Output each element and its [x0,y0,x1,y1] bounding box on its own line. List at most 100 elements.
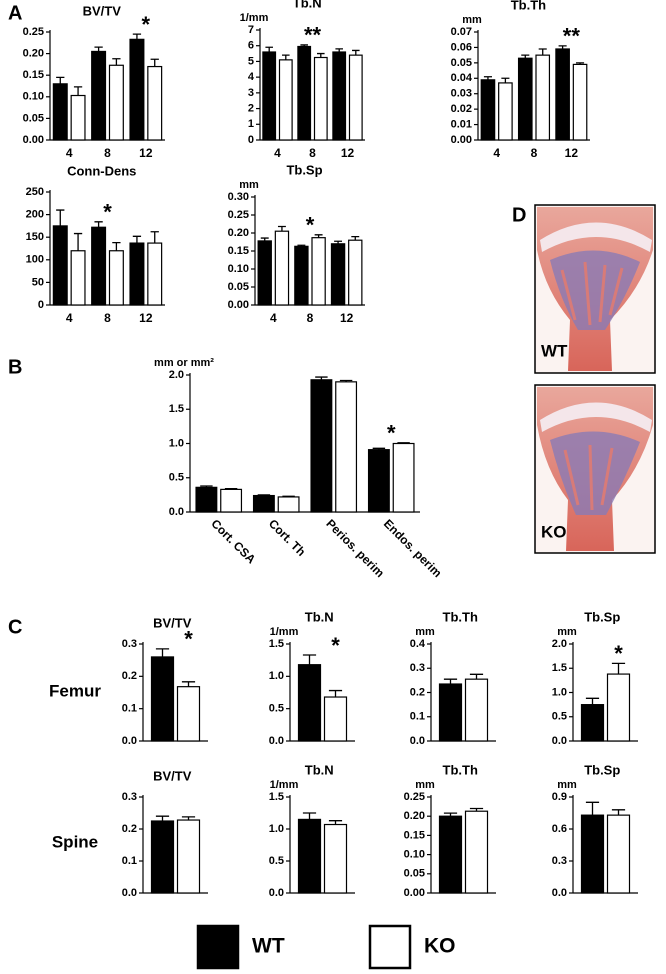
error-bar [501,77,510,83]
y-tick-label: 100 [26,254,44,266]
chart-title: BV/TV [83,3,122,18]
y-tick-label: 0.00 [404,887,425,899]
y-tick-label: 0.10 [404,849,425,861]
error-bar [200,485,213,488]
x-tick-label: 8 [307,311,314,325]
chart-title: Tb.Sp [286,162,322,177]
bar [176,819,201,894]
bar [108,250,124,306]
y-tick-label: 0.00 [228,299,249,311]
bar [335,381,358,513]
y-tick-label: 0.5 [269,703,284,715]
y-tick-label: 0 [248,134,254,146]
bar [332,51,347,141]
panel-label: D [512,204,526,226]
bar [367,449,390,513]
y-tick-label: 0.06 [451,41,472,53]
y-tick-label: 0.0 [269,735,284,747]
y-axis-label: 1/mm [270,779,299,791]
y-tick-label: 0.05 [451,57,472,69]
error-bar [56,209,65,226]
y-tick-label: 0.3 [410,662,425,674]
annotation: * [306,213,315,238]
error-bar [277,225,286,232]
y-tick-label: 0.15 [228,245,249,257]
row-label: Femur [49,681,101,700]
y-tick-label: 0.2 [122,823,137,835]
error-bar [112,241,121,251]
y-tick-label: 1.0 [269,823,284,835]
bar [311,237,326,306]
bar [392,442,415,513]
bar [580,814,605,894]
bar [129,242,145,306]
panel-label: C [8,616,22,638]
annotation: * [614,641,623,666]
error-bar [302,812,317,820]
y-tick-label: 0.20 [404,810,425,822]
chart-title: Tb.N [305,609,334,624]
chart-title: Tb.Th [511,0,546,12]
error-bar [282,54,290,60]
bar [535,54,551,141]
x-tick-label: 12 [341,146,355,160]
y-tick-label: 0.6 [552,823,567,835]
y-tick-label: 0.04 [451,72,473,84]
bar [348,239,363,306]
error-bar [112,58,121,66]
error-bar [339,379,353,382]
y-tick-label: 0.15 [23,69,44,81]
bar [464,678,489,742]
panel-label: B [8,356,22,378]
error-bar [94,46,103,52]
bar [517,57,533,141]
y-tick-label: 0.3 [122,791,137,803]
error-bar [155,815,170,821]
bar [438,815,463,894]
x-tick-label: 4 [270,311,277,325]
x-tick-label: Cort. CSA [208,516,258,566]
y-tick-label: 0.03 [451,88,472,100]
error-bar [352,49,360,56]
error-bar [351,235,360,241]
y-tick-label: 5 [248,55,254,67]
bar [176,686,201,742]
error-bar [611,662,626,675]
x-tick-label: Endos. perim [381,516,445,580]
bar [330,243,346,306]
x-tick-label: Perios. perim [323,516,387,580]
y-tick-label: 1.0 [169,437,184,449]
y-tick-label: 0.01 [451,118,472,130]
bar [297,45,312,141]
error-bar [335,48,343,52]
bar [323,696,348,742]
bar [313,56,328,141]
error-bar [181,681,196,687]
error-bar [132,33,142,40]
chart-title: BV/TV [153,615,192,630]
bar [195,486,218,513]
error-bar [558,45,567,49]
y-tick-label: 0.00 [23,134,44,146]
bar [150,656,175,742]
y-tick-label: 0.30 [228,191,249,203]
bar [257,240,272,306]
chart-title: Tb.Th [443,762,478,777]
y-tick-label: 1 [248,118,254,130]
y-tick-label: 0.3 [122,638,137,650]
bar [147,242,163,306]
y-axis-label: mm [557,779,577,791]
error-bar [585,697,600,705]
y-tick-label: 1.5 [552,662,567,674]
panel-label: A [8,2,22,24]
y-tick-label: 0.2 [122,670,137,682]
y-tick-label: 0.1 [410,711,425,723]
bar [323,823,348,894]
y-tick-label: 6 [248,40,254,52]
y-tick-label: 0.1 [122,855,137,867]
bar [498,82,513,141]
error-bar [443,678,458,685]
y-tick-label: 0.15 [404,829,425,841]
error-bar [611,809,626,816]
bar [108,64,124,141]
